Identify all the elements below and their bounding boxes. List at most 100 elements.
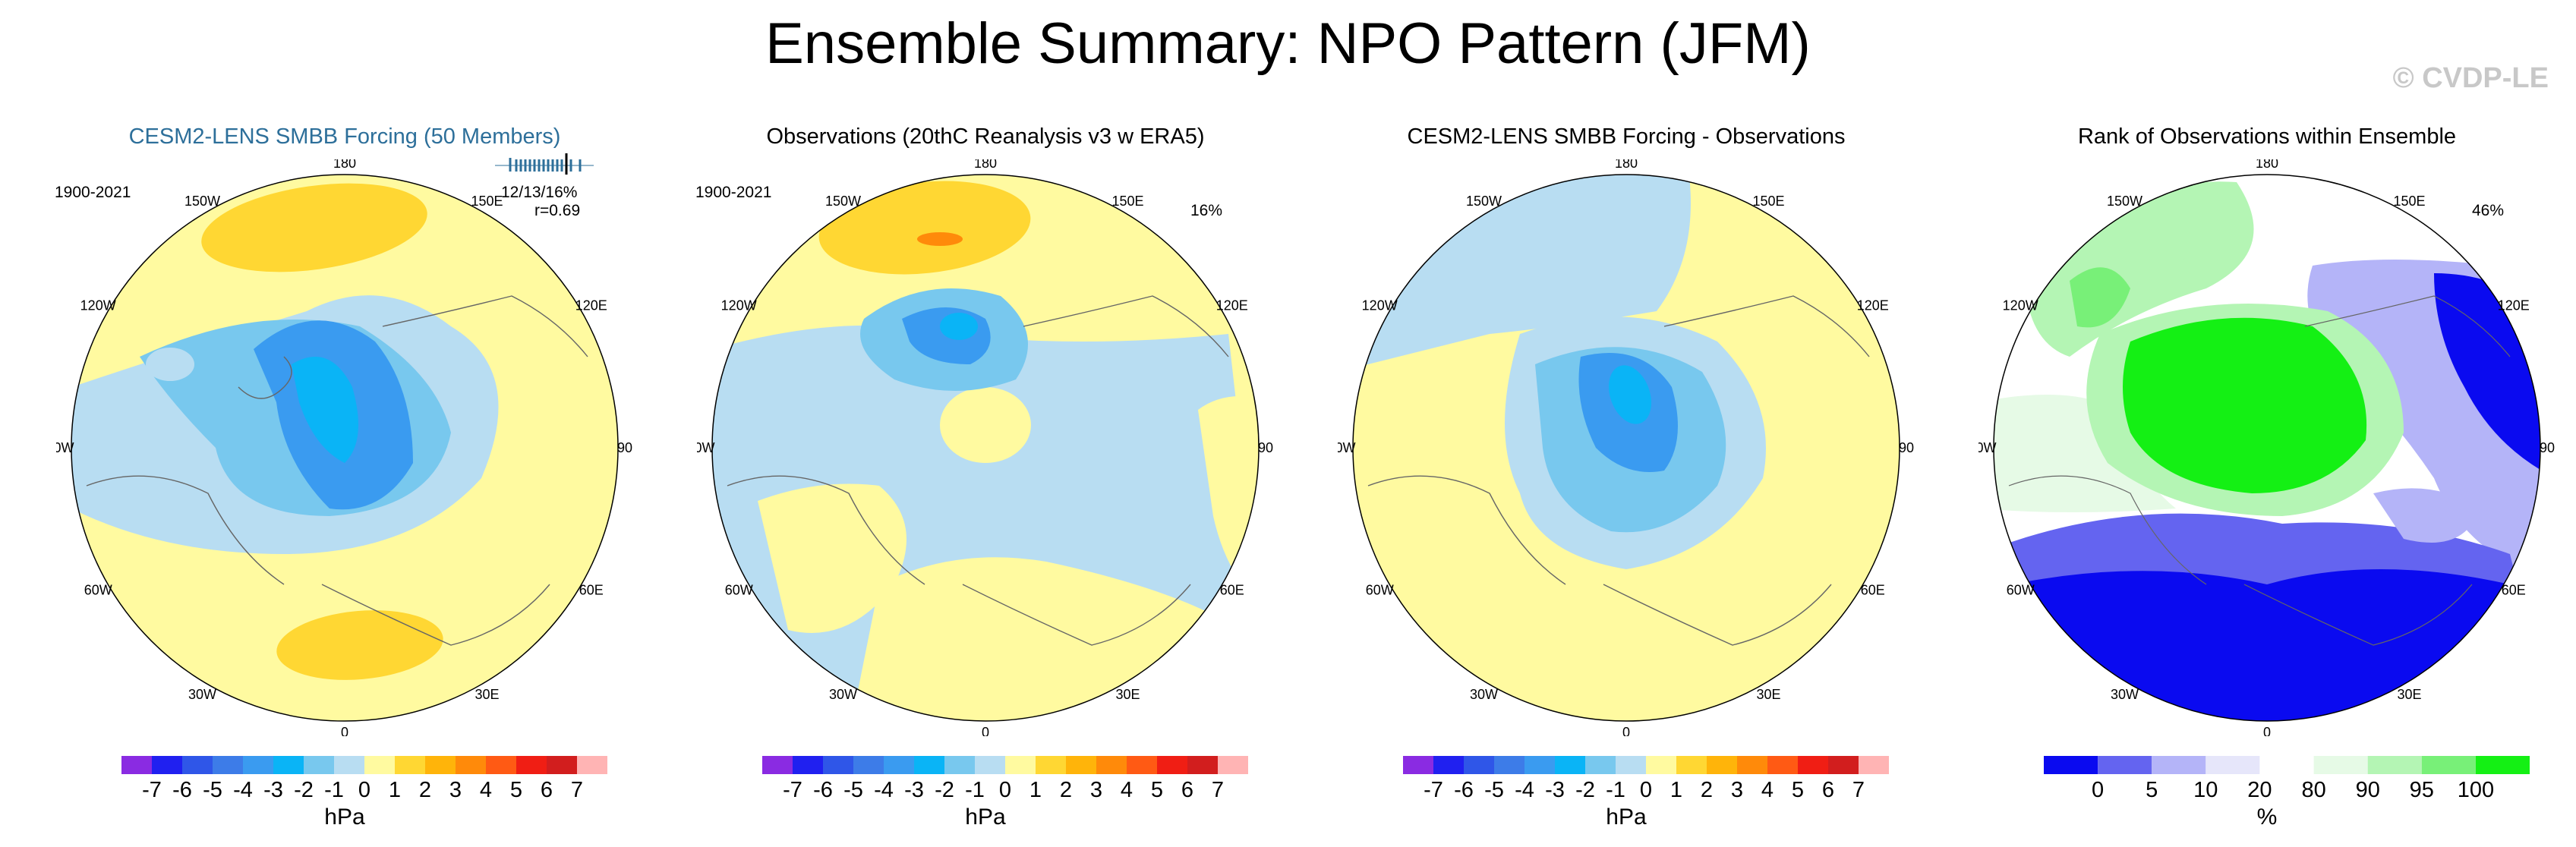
colorbar-tick-label: -7 [783,778,802,801]
colorbar-tick-label: 2 [419,778,431,801]
lon-label: 0 [1622,725,1630,736]
colorbar-swatch [577,756,607,774]
colorbar-swatch [304,756,334,774]
stat-line-1: 12/13/16% [501,184,578,201]
lon-label: 90E [617,440,633,455]
colorbar-tick-label: 2 [1701,778,1713,801]
lon-label: 30E [1115,687,1140,702]
lon-label: 60E [2502,583,2526,598]
colorbar-tick-label: -7 [142,778,162,801]
lon-label: 180 [333,159,356,171]
colorbar-swatch [2152,756,2206,774]
lon-label: 30E [1756,687,1780,702]
colorbar-tick-label: 3 [1731,778,1743,801]
colorbar-tick-label: 20 [2247,778,2272,801]
page-title: Ensemble Summary: NPO Pattern (JFM) [765,11,1811,76]
watermark: © CVDP-LE [2392,62,2549,94]
lon-label: 30W [188,687,216,702]
colorbar-tick-label: 4 [1761,778,1774,801]
colorbar-swatch [243,756,273,774]
colorbar-tick-label: 0 [2092,778,2104,801]
colorbar-swatch [1524,756,1555,774]
stat-line-1: 46% [2472,202,2505,219]
colorbar-tick-label: 6 [1822,778,1834,801]
colorbar-swatch [1403,756,1433,774]
colorbar-tick-label: -5 [203,778,222,801]
colorbar-tick-label: 1 [389,778,401,801]
colorbar-swatch [2475,756,2530,774]
lon-label: 120W [2003,298,2038,313]
colorbar-swatch [1005,756,1036,774]
colorbar-tick-label: -6 [813,778,833,801]
lon-label: 150W [2107,194,2142,209]
stat-line-2: r=0.69 [534,202,581,219]
colorbar-swatch [1433,756,1464,774]
colorbar-swatch [1127,756,1157,774]
lon-label: 60W [84,583,112,598]
colorbar: -7 -6 -5 -4 -3 -2 -1 0 1 2 3 4 5 6 7 hPa [1315,756,1938,839]
polar-map: 180 150E 120E 90E 60E 30E 0 30W 60W 90W 120W 150W [1979,159,2556,736]
colorbar-tick-label: 80 [2301,778,2325,801]
lon-label: 120E [1216,298,1248,313]
lon-label: 150W [1466,194,1502,209]
lon-label: 60W [1366,583,1394,598]
colorbar-tick-label: -1 [965,778,985,801]
colorbar-tick-label: 2 [1060,778,1072,801]
colorbar-unit: % [2256,804,2278,830]
lon-label: 120W [80,298,116,313]
colorbar-swatch [486,756,516,774]
lon-label: 0 [2263,725,2271,736]
panel-observations: Observations (20thC Reanalysis v3 w ERA5… [674,114,1297,835]
lon-label: 150E [2393,194,2425,209]
colorbar-tick-label: 4 [1121,778,1133,801]
lon-label: 150E [1111,194,1143,209]
colorbar-tick-label: -6 [172,778,192,801]
colorbar-swatch [1157,756,1187,774]
polar-map: 180 150E 120E 90E 60E 30E 0 30W 60W 90W 120W 150W [56,159,633,736]
colorbar-swatch [1859,756,1889,774]
colorbar-swatch [1096,756,1127,774]
colorbar-swatch [2259,756,2314,774]
lon-label: 30W [829,687,857,702]
colorbar-swatch [425,756,456,774]
colorbar-swatch [1464,756,1494,774]
colorbar-tick-label: 5 [510,778,522,801]
colorbar-swatch [1767,756,1798,774]
panel-title: CESM2-LENS SMBB Forcing - Observations [1407,124,1846,149]
colorbar-tick-label: 0 [358,778,370,801]
lon-label: 60W [2007,583,2035,598]
colorbar-swatch [1616,756,1646,774]
lon-label: 0 [982,725,989,736]
colorbar-swatch [152,756,182,774]
lon-label: 60E [1861,583,1885,598]
lon-label: 60E [1220,583,1244,598]
colorbar: -7 -6 -5 -4 -3 -2 -1 0 1 2 3 4 5 6 7 hPa [674,756,1297,839]
colorbar-swatch [2367,756,2422,774]
colorbar-swatch [2098,756,2152,774]
lon-label: 60W [725,583,753,598]
lon-label: 120E [2498,298,2530,313]
panel-model: CESM2-LENS SMBB Forcing (50 Members) 190… [33,114,656,835]
member-rug [495,153,594,175]
colorbar-tick-label: -5 [1484,778,1504,801]
colorbar-unit: hPa [324,804,365,830]
lon-label: 90E [2540,440,2556,455]
colorbar-tick-label: -6 [1454,778,1474,801]
colorbar-tick-label: 100 [2458,778,2494,801]
colorbar-swatch [762,756,793,774]
lon-label: 120W [1362,298,1398,313]
colorbar-tick-label: -2 [935,778,954,801]
colorbar-tick-label: 7 [571,778,583,801]
colorbar-tick-label: -3 [904,778,924,801]
lon-label: 30W [1470,687,1498,702]
colorbar-swatch [975,756,1005,774]
years-label: 1900-2021 [55,184,131,201]
colorbar-tick-label: 5 [1151,778,1163,801]
lon-label: 180 [2256,159,2278,171]
panel-title: CESM2-LENS SMBB Forcing (50 Members) [128,124,561,149]
colorbar-swatch [793,756,823,774]
panel-title: Rank of Observations within Ensemble [2077,124,2457,149]
colorbar-swatch [1555,756,1585,774]
colorbar-tick-label: 5 [2146,778,2158,801]
colorbar-tick-label: -4 [233,778,253,801]
